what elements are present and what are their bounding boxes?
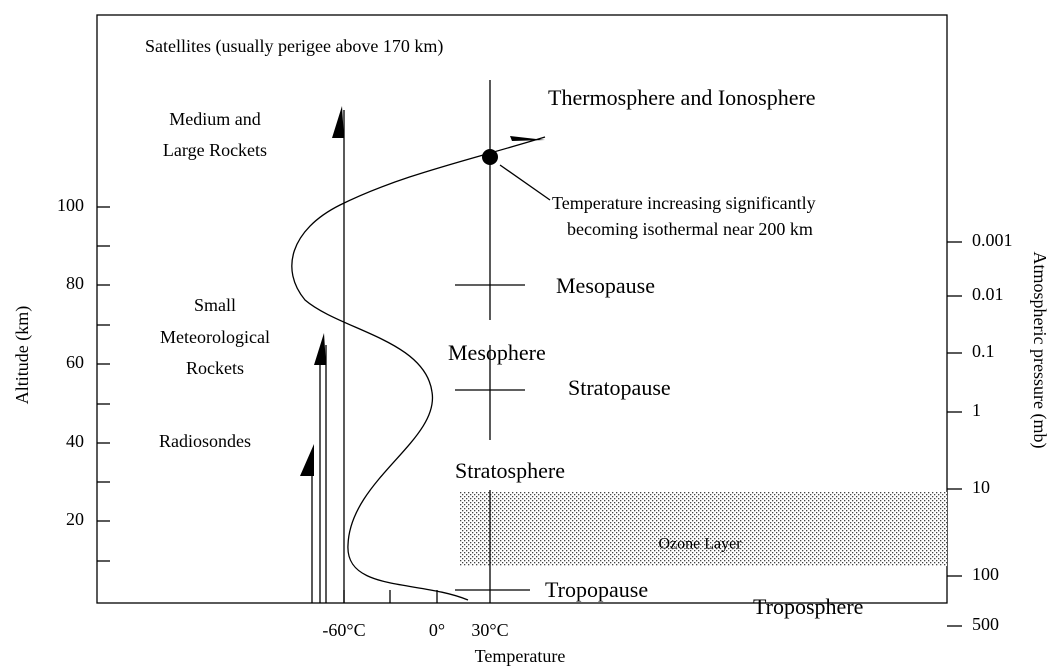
x-axis-title: Temperature bbox=[475, 646, 566, 666]
label: Radiosondes bbox=[159, 431, 251, 451]
ozone-band bbox=[460, 492, 947, 566]
label: Satellites (usually perigee above 170 km… bbox=[145, 36, 443, 57]
left-tick-label: 40 bbox=[66, 431, 84, 451]
right-tick-label: 10 bbox=[972, 477, 990, 497]
point bbox=[482, 149, 498, 165]
instrument-lines bbox=[311, 110, 345, 603]
label: Troposphere bbox=[753, 594, 863, 619]
temperature-curve bbox=[291, 136, 546, 601]
label: Small bbox=[194, 295, 236, 315]
left-tick-label: 100 bbox=[57, 195, 84, 215]
right-axis-title: Atmospheric pressure (mb) bbox=[1029, 252, 1050, 449]
left-tick-label: 80 bbox=[66, 273, 84, 293]
satellite-flag bbox=[510, 136, 545, 141]
label: becoming isothermal near 200 km bbox=[567, 219, 813, 239]
label: Medium and bbox=[169, 109, 261, 129]
label: Tropopause bbox=[545, 577, 648, 602]
label: Temperature increasing significantly bbox=[552, 193, 816, 213]
label: Large Rockets bbox=[163, 140, 267, 160]
label: Meteorological bbox=[160, 327, 270, 347]
rocket-flags bbox=[300, 106, 344, 476]
label: Mesophere bbox=[448, 340, 546, 365]
bottom-ticks bbox=[343, 590, 438, 603]
left-axis-title: Altitude (km) bbox=[12, 306, 33, 404]
layer-markers bbox=[455, 80, 551, 603]
right-tick-label: 500 bbox=[972, 614, 999, 634]
right-tick-label: 1 bbox=[972, 400, 981, 420]
label: Rockets bbox=[186, 358, 244, 378]
x-tick-label: -60°C bbox=[322, 620, 365, 640]
ozone-label: Ozone Layer bbox=[658, 536, 742, 553]
right-tick-label: 0.001 bbox=[972, 230, 1013, 250]
left-tick-label: 60 bbox=[66, 352, 84, 372]
left-ticks bbox=[97, 206, 110, 562]
label: Stratopause bbox=[568, 375, 671, 400]
label: Stratosphere bbox=[455, 458, 565, 483]
right-tick-label: 100 bbox=[972, 564, 999, 584]
frame bbox=[96, 14, 948, 604]
left-tick-label: 20 bbox=[66, 509, 84, 529]
x-tick-label: 0° bbox=[429, 620, 445, 640]
label: Mesopause bbox=[556, 273, 655, 298]
x-tick-label: 30°C bbox=[471, 620, 508, 640]
right-tick-label: 0.1 bbox=[972, 341, 995, 361]
label: Thermosphere and Ionosphere bbox=[548, 85, 816, 110]
right-tick-label: 0.01 bbox=[972, 284, 1004, 304]
